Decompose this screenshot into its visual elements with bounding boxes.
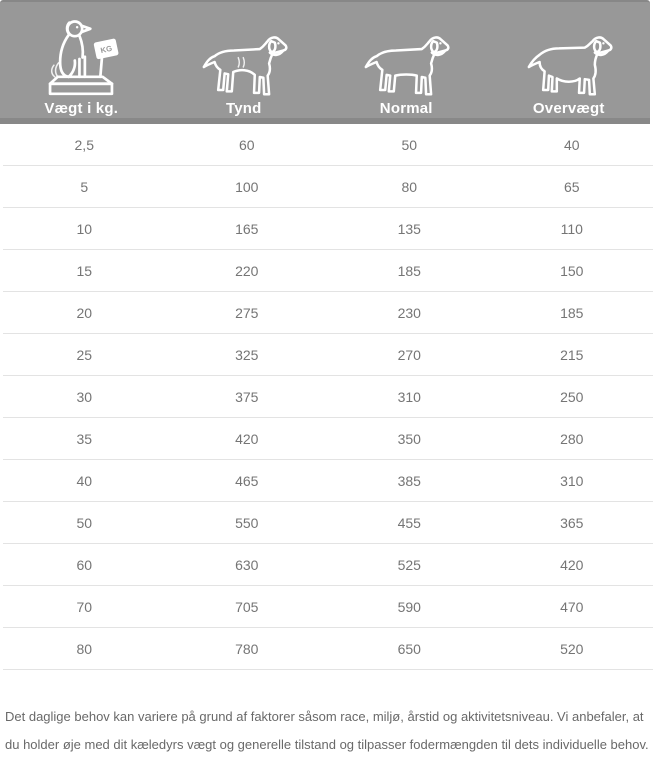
feeding-table-body: 2,5 60 50 40 5 100 80 65 10 165 135 110 15 220 185 150 2…: [3, 124, 653, 670]
cell-tynd: 220: [235, 262, 259, 279]
cell-tynd: 420: [235, 430, 259, 447]
cell-overvaegt: 40: [563, 136, 580, 153]
header-label-normal: Normal: [379, 100, 433, 117]
cell-weight: 5: [80, 178, 89, 195]
cell-overvaegt: 215: [560, 346, 584, 363]
cell-overvaegt: 310: [560, 472, 584, 489]
cell-weight: 70: [76, 598, 93, 615]
cell-overvaegt: 185: [560, 304, 584, 321]
cell-tynd: 550: [235, 514, 259, 531]
table-row: 50 550 455 365: [3, 502, 653, 544]
cell-weight: 15: [76, 262, 93, 279]
table-row: 70 705 590 470: [3, 586, 653, 628]
header-col-weight: KG Vægt i kg.: [0, 2, 163, 118]
cell-weight: 20: [76, 304, 93, 321]
cell-weight: 25: [76, 346, 93, 363]
table-row: 20 275 230 185: [3, 292, 653, 334]
table-row: 10 165 135 110: [3, 208, 653, 250]
cell-tynd: 60: [238, 136, 255, 153]
cell-normal: 385: [397, 472, 421, 489]
cell-weight: 50: [76, 514, 93, 531]
cell-tynd: 275: [235, 304, 259, 321]
header-col-thin: Tynd: [163, 2, 326, 118]
cell-tynd: 325: [235, 346, 259, 363]
cell-normal: 270: [397, 346, 421, 363]
cell-overvaegt: 250: [560, 388, 584, 405]
cell-weight: 2,5: [74, 136, 94, 153]
dog-on-scale-icon: KG: [37, 20, 125, 100]
table-row: 40 465 385 310: [3, 460, 653, 502]
table-row: 30 375 310 250: [3, 376, 653, 418]
cell-overvaegt: 110: [560, 220, 583, 237]
cell-normal: 230: [397, 304, 421, 321]
header-col-overweight: Overvægt: [488, 2, 651, 118]
cell-weight: 40: [76, 472, 93, 489]
cell-tynd: 100: [235, 178, 259, 195]
cell-tynd: 705: [235, 598, 259, 615]
footer-note: Det daglige behov kan variere på grund a…: [5, 709, 649, 752]
cell-normal: 185: [397, 262, 421, 279]
cell-tynd: 780: [235, 640, 259, 657]
table-row: 25 325 270 215: [3, 334, 653, 376]
cell-weight: 80: [76, 640, 93, 657]
cell-normal: 310: [397, 388, 421, 405]
cell-tynd: 165: [235, 220, 259, 237]
cell-overvaegt: 280: [560, 430, 584, 447]
cell-weight: 60: [76, 556, 93, 573]
cell-normal: 50: [401, 136, 418, 153]
cell-weight: 35: [76, 430, 93, 447]
table-row: 60 630 525 420: [3, 544, 653, 586]
header-label-weight: Vægt i kg.: [44, 100, 119, 117]
normal-dog-icon: [357, 20, 455, 100]
table-row: 2,5 60 50 40: [3, 124, 653, 166]
cell-overvaegt: 470: [560, 598, 584, 615]
table-row: 35 420 350 280: [3, 418, 653, 460]
cell-overvaegt: 520: [560, 640, 584, 657]
cell-weight: 30: [76, 388, 93, 405]
header-label-overweight: Overvægt: [532, 100, 605, 117]
cell-overvaegt: 420: [560, 556, 584, 573]
cell-normal: 350: [397, 430, 421, 447]
cell-tynd: 375: [235, 388, 259, 405]
cell-normal: 135: [397, 220, 421, 237]
overweight-dog-icon: [520, 20, 618, 100]
scale-display-label: KG: [100, 44, 113, 55]
feeding-table-header: KG Vægt i kg.: [0, 0, 650, 124]
cell-overvaegt: 150: [560, 262, 584, 279]
cell-tynd: 630: [235, 556, 259, 573]
cell-normal: 590: [397, 598, 421, 615]
header-col-normal: Normal: [325, 2, 488, 118]
table-row: 80 780 650 520: [3, 628, 653, 670]
cell-tynd: 465: [235, 472, 259, 489]
cell-normal: 80: [401, 178, 418, 195]
cell-weight: 10: [76, 220, 93, 237]
table-row: 15 220 185 150: [3, 250, 653, 292]
table-row: 5 100 80 65: [3, 166, 653, 208]
cell-normal: 455: [397, 514, 421, 531]
cell-overvaegt: 365: [560, 514, 584, 531]
header-label-thin: Tynd: [225, 100, 262, 117]
cell-normal: 650: [397, 640, 421, 657]
cell-normal: 525: [397, 556, 421, 573]
cell-overvaegt: 65: [563, 178, 580, 195]
thin-dog-icon: [195, 20, 293, 100]
